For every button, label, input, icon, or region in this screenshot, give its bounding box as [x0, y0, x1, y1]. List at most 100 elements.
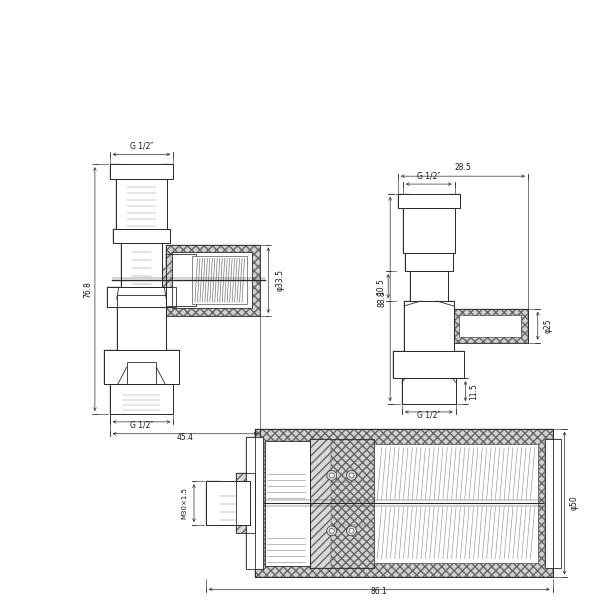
Bar: [206, 481, 250, 525]
Bar: [127, 362, 157, 384]
Text: 10.5: 10.5: [376, 278, 385, 295]
Bar: [443, 208, 455, 253]
Bar: [405, 253, 416, 271]
Bar: [110, 164, 173, 179]
Bar: [398, 194, 409, 208]
Bar: [171, 256, 196, 305]
Bar: [151, 242, 162, 287]
Bar: [160, 384, 173, 414]
Circle shape: [514, 329, 522, 337]
Circle shape: [329, 529, 334, 533]
Bar: [117, 295, 166, 350]
Bar: [245, 473, 256, 533]
Bar: [245, 503, 263, 569]
Bar: [256, 429, 553, 577]
Bar: [331, 440, 374, 482]
Bar: [393, 350, 464, 378]
Text: 86.1: 86.1: [371, 587, 388, 596]
Bar: [162, 164, 173, 179]
Circle shape: [516, 331, 520, 335]
Bar: [405, 253, 452, 271]
Bar: [110, 384, 173, 414]
Bar: [437, 271, 448, 301]
Bar: [154, 295, 166, 350]
Bar: [403, 208, 455, 253]
Bar: [113, 229, 170, 242]
Bar: [442, 253, 452, 271]
Bar: [206, 481, 220, 525]
Circle shape: [327, 526, 337, 536]
Bar: [206, 481, 250, 525]
Bar: [393, 350, 405, 378]
Bar: [405, 253, 452, 271]
Bar: [445, 378, 455, 404]
Bar: [172, 253, 253, 308]
Bar: [402, 378, 455, 404]
Bar: [110, 384, 173, 414]
Bar: [404, 301, 415, 350]
Text: φ33.5: φ33.5: [275, 269, 284, 291]
Bar: [449, 194, 460, 208]
Bar: [110, 384, 122, 414]
Text: 88.8: 88.8: [378, 290, 387, 307]
Bar: [166, 254, 196, 306]
Bar: [374, 443, 538, 563]
Bar: [121, 242, 131, 287]
Bar: [116, 179, 127, 229]
Bar: [310, 439, 331, 568]
Bar: [265, 440, 283, 566]
Bar: [545, 439, 560, 568]
Bar: [157, 179, 167, 229]
Bar: [398, 194, 460, 208]
Bar: [402, 378, 413, 404]
Text: 45.4: 45.4: [176, 433, 194, 442]
Bar: [104, 350, 179, 384]
Bar: [256, 429, 553, 577]
Text: G 1/2″: G 1/2″: [417, 411, 440, 420]
Bar: [110, 164, 121, 179]
Bar: [107, 287, 176, 307]
Bar: [127, 362, 157, 384]
Bar: [236, 473, 256, 533]
Bar: [331, 525, 374, 568]
Circle shape: [329, 473, 334, 478]
Bar: [403, 208, 455, 253]
Bar: [393, 350, 464, 378]
Bar: [165, 350, 179, 384]
Bar: [161, 268, 181, 292]
Bar: [410, 271, 448, 301]
Bar: [107, 287, 176, 307]
Text: 28.5: 28.5: [455, 163, 472, 172]
Text: 11.5: 11.5: [469, 383, 478, 400]
Bar: [116, 179, 167, 229]
Bar: [310, 439, 374, 568]
Bar: [121, 242, 162, 287]
Bar: [245, 437, 263, 503]
Bar: [121, 242, 162, 287]
Circle shape: [514, 315, 522, 323]
Bar: [454, 309, 528, 343]
Bar: [452, 350, 464, 378]
Bar: [458, 315, 521, 337]
Bar: [398, 194, 460, 208]
Bar: [265, 440, 310, 452]
Text: G 1/2″: G 1/2″: [130, 142, 153, 151]
Bar: [404, 301, 454, 350]
Bar: [404, 301, 454, 350]
Bar: [256, 429, 553, 577]
Text: φ25: φ25: [543, 319, 552, 333]
Bar: [104, 350, 179, 384]
Circle shape: [349, 529, 354, 533]
Bar: [116, 179, 167, 229]
Bar: [166, 254, 196, 306]
Bar: [410, 271, 448, 301]
Bar: [117, 295, 128, 350]
Text: M30×1.5: M30×1.5: [181, 487, 187, 519]
Circle shape: [349, 473, 354, 478]
Text: G 1/2″: G 1/2″: [417, 171, 440, 180]
Bar: [107, 287, 119, 307]
Bar: [454, 309, 528, 343]
Bar: [164, 287, 176, 307]
Bar: [245, 437, 263, 569]
Circle shape: [347, 526, 356, 536]
